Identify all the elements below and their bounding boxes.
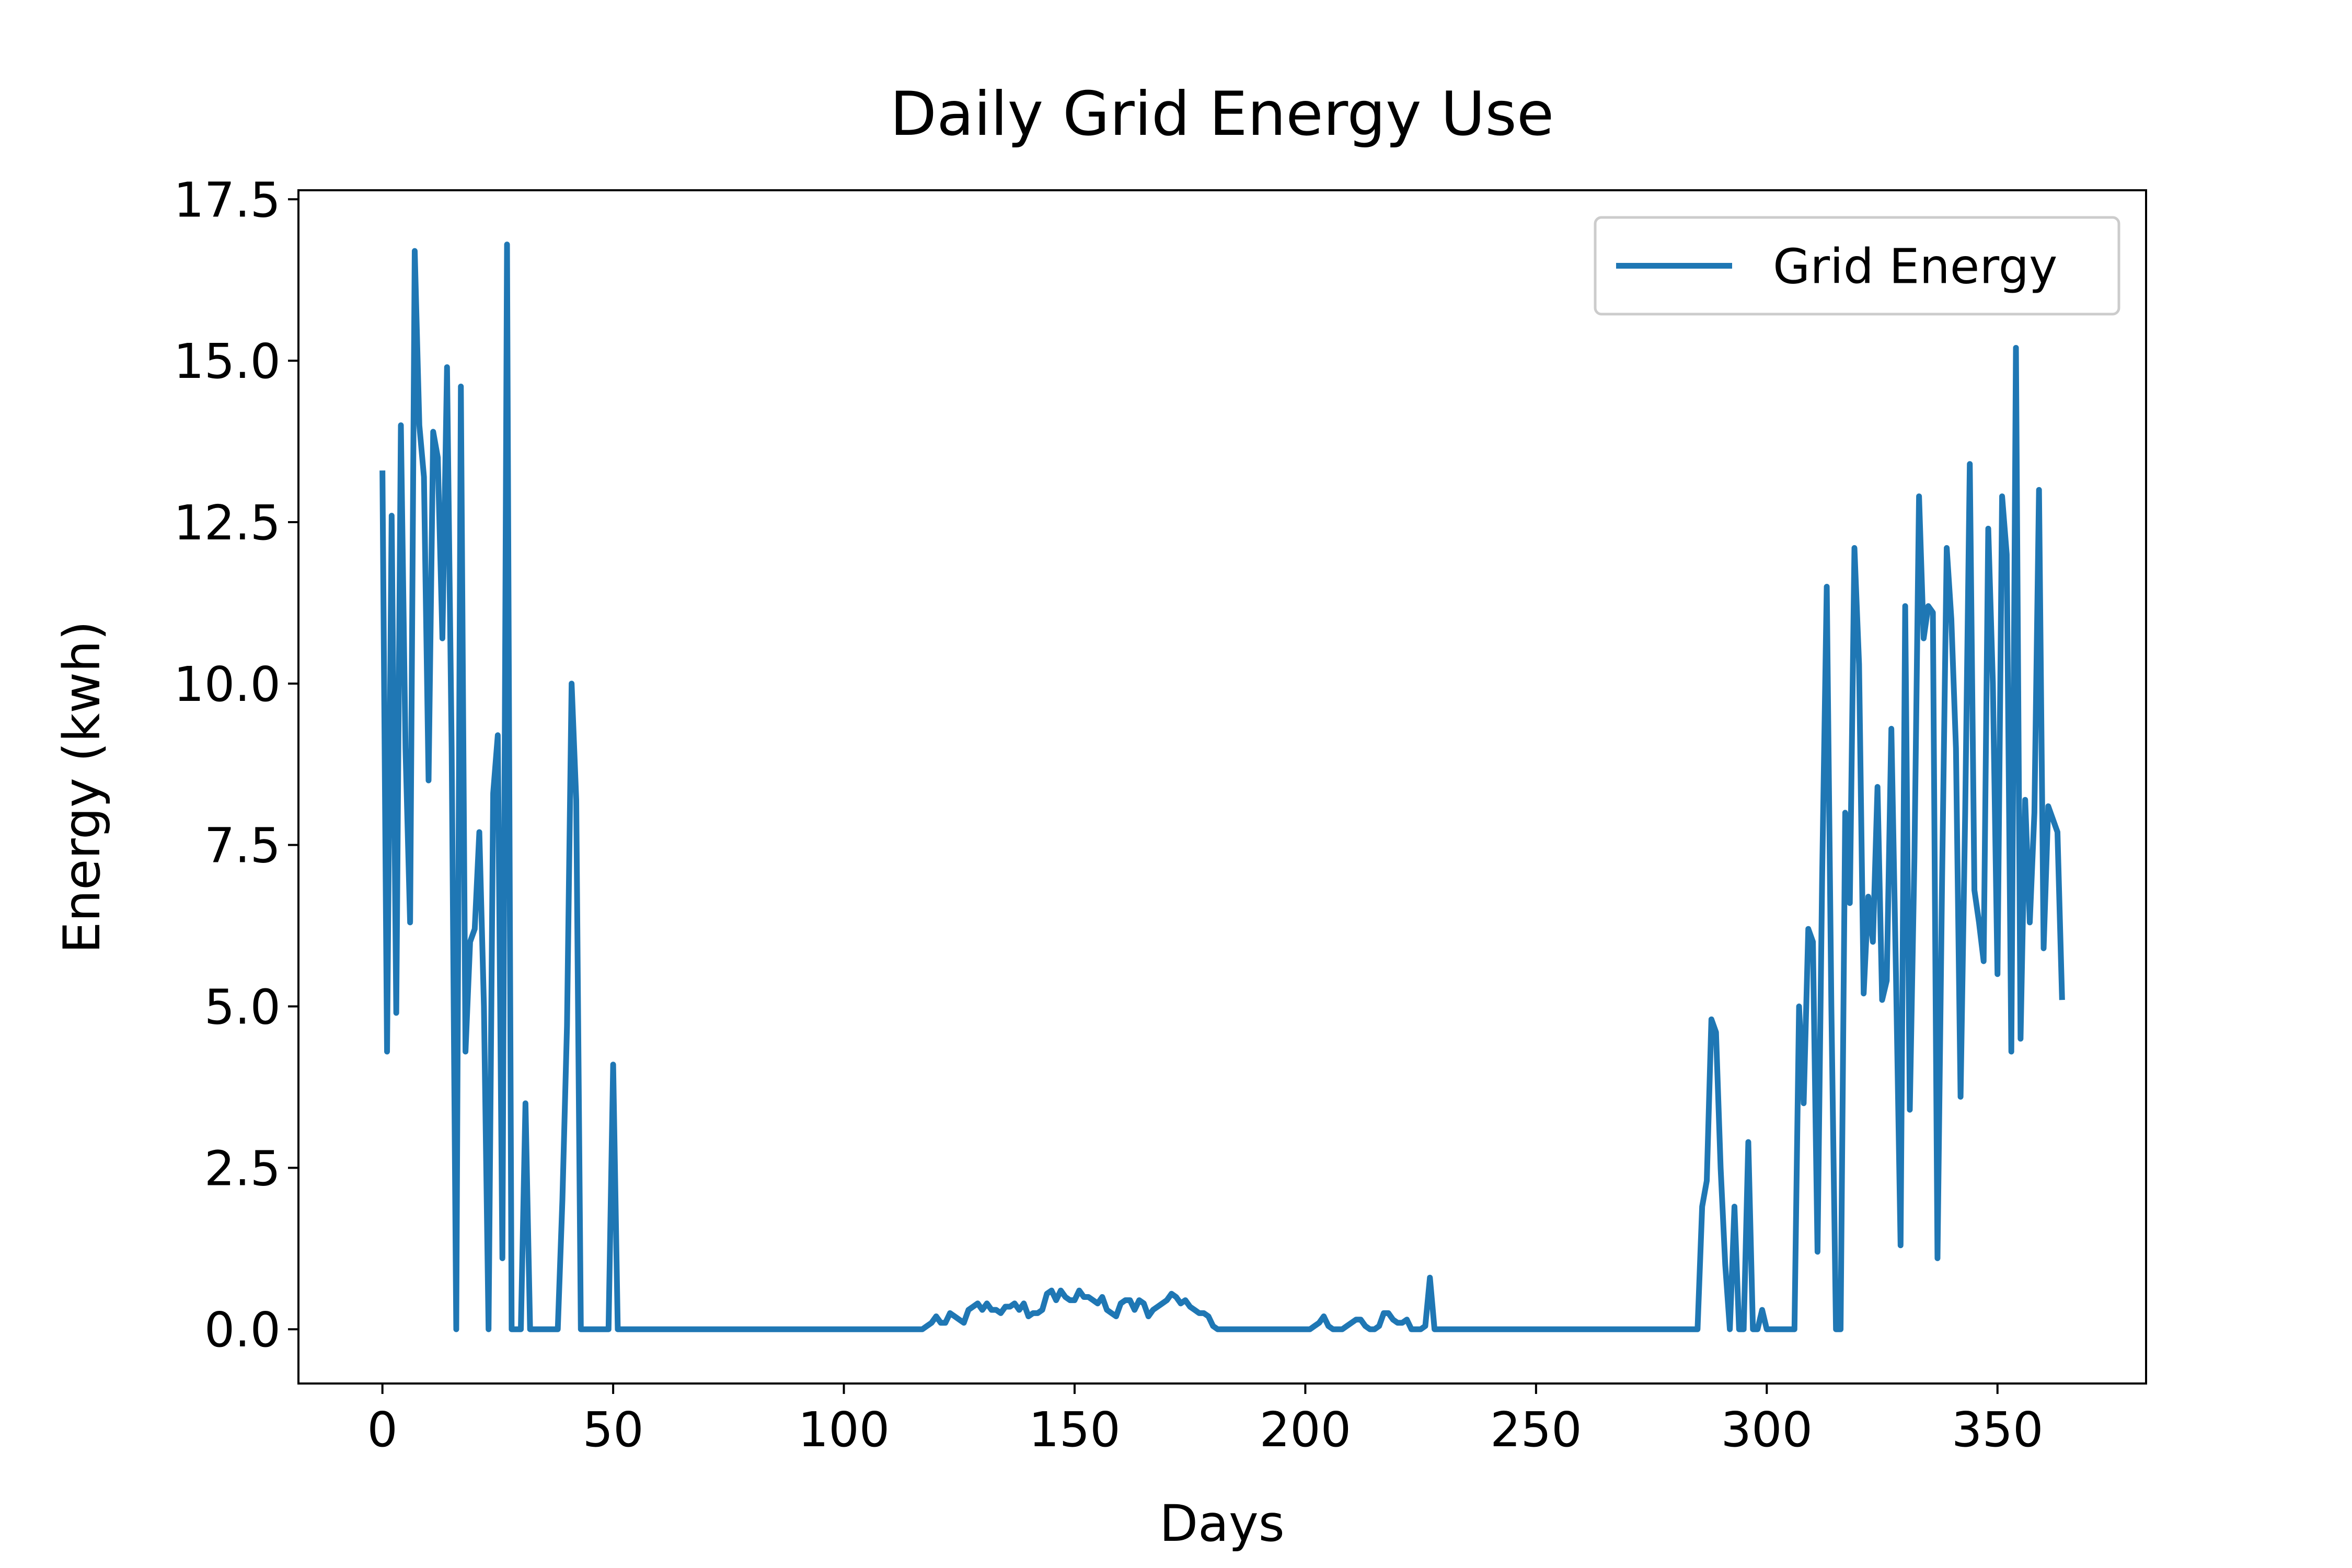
x-tick-label: 250: [1490, 1402, 1582, 1458]
data-line: [379, 241, 2065, 1332]
plot-frame: [297, 189, 2147, 1385]
x-tick-label: 300: [1721, 1402, 1813, 1458]
x-tick-label: 150: [1029, 1402, 1121, 1458]
y-tick-label: 17.5: [174, 172, 281, 228]
x-tick-label: 350: [1952, 1402, 2044, 1458]
y-tick-label: 7.5: [204, 818, 281, 874]
x-axis-label: Days: [1159, 1494, 1285, 1553]
x-tick-label: 0: [367, 1402, 398, 1458]
x-tick-label: 200: [1260, 1402, 1352, 1458]
y-tick-label: 12.5: [174, 495, 281, 551]
legend-label: Grid Energy: [1773, 239, 2057, 295]
x-tick-label: 100: [798, 1402, 890, 1458]
chart-title: Daily Grid Energy Use: [890, 79, 1554, 149]
y-tick-label: 10.0: [174, 656, 281, 712]
legend-box: [1594, 216, 2120, 316]
y-axis-label: Energy (kwh): [53, 621, 111, 953]
y-tick-label: 15.0: [174, 333, 281, 389]
y-tick-label: 0.0: [204, 1302, 281, 1358]
y-tick-label: 2.5: [204, 1140, 281, 1196]
x-tick-label: 50: [583, 1402, 644, 1458]
y-tick-label: 5.0: [204, 979, 281, 1035]
